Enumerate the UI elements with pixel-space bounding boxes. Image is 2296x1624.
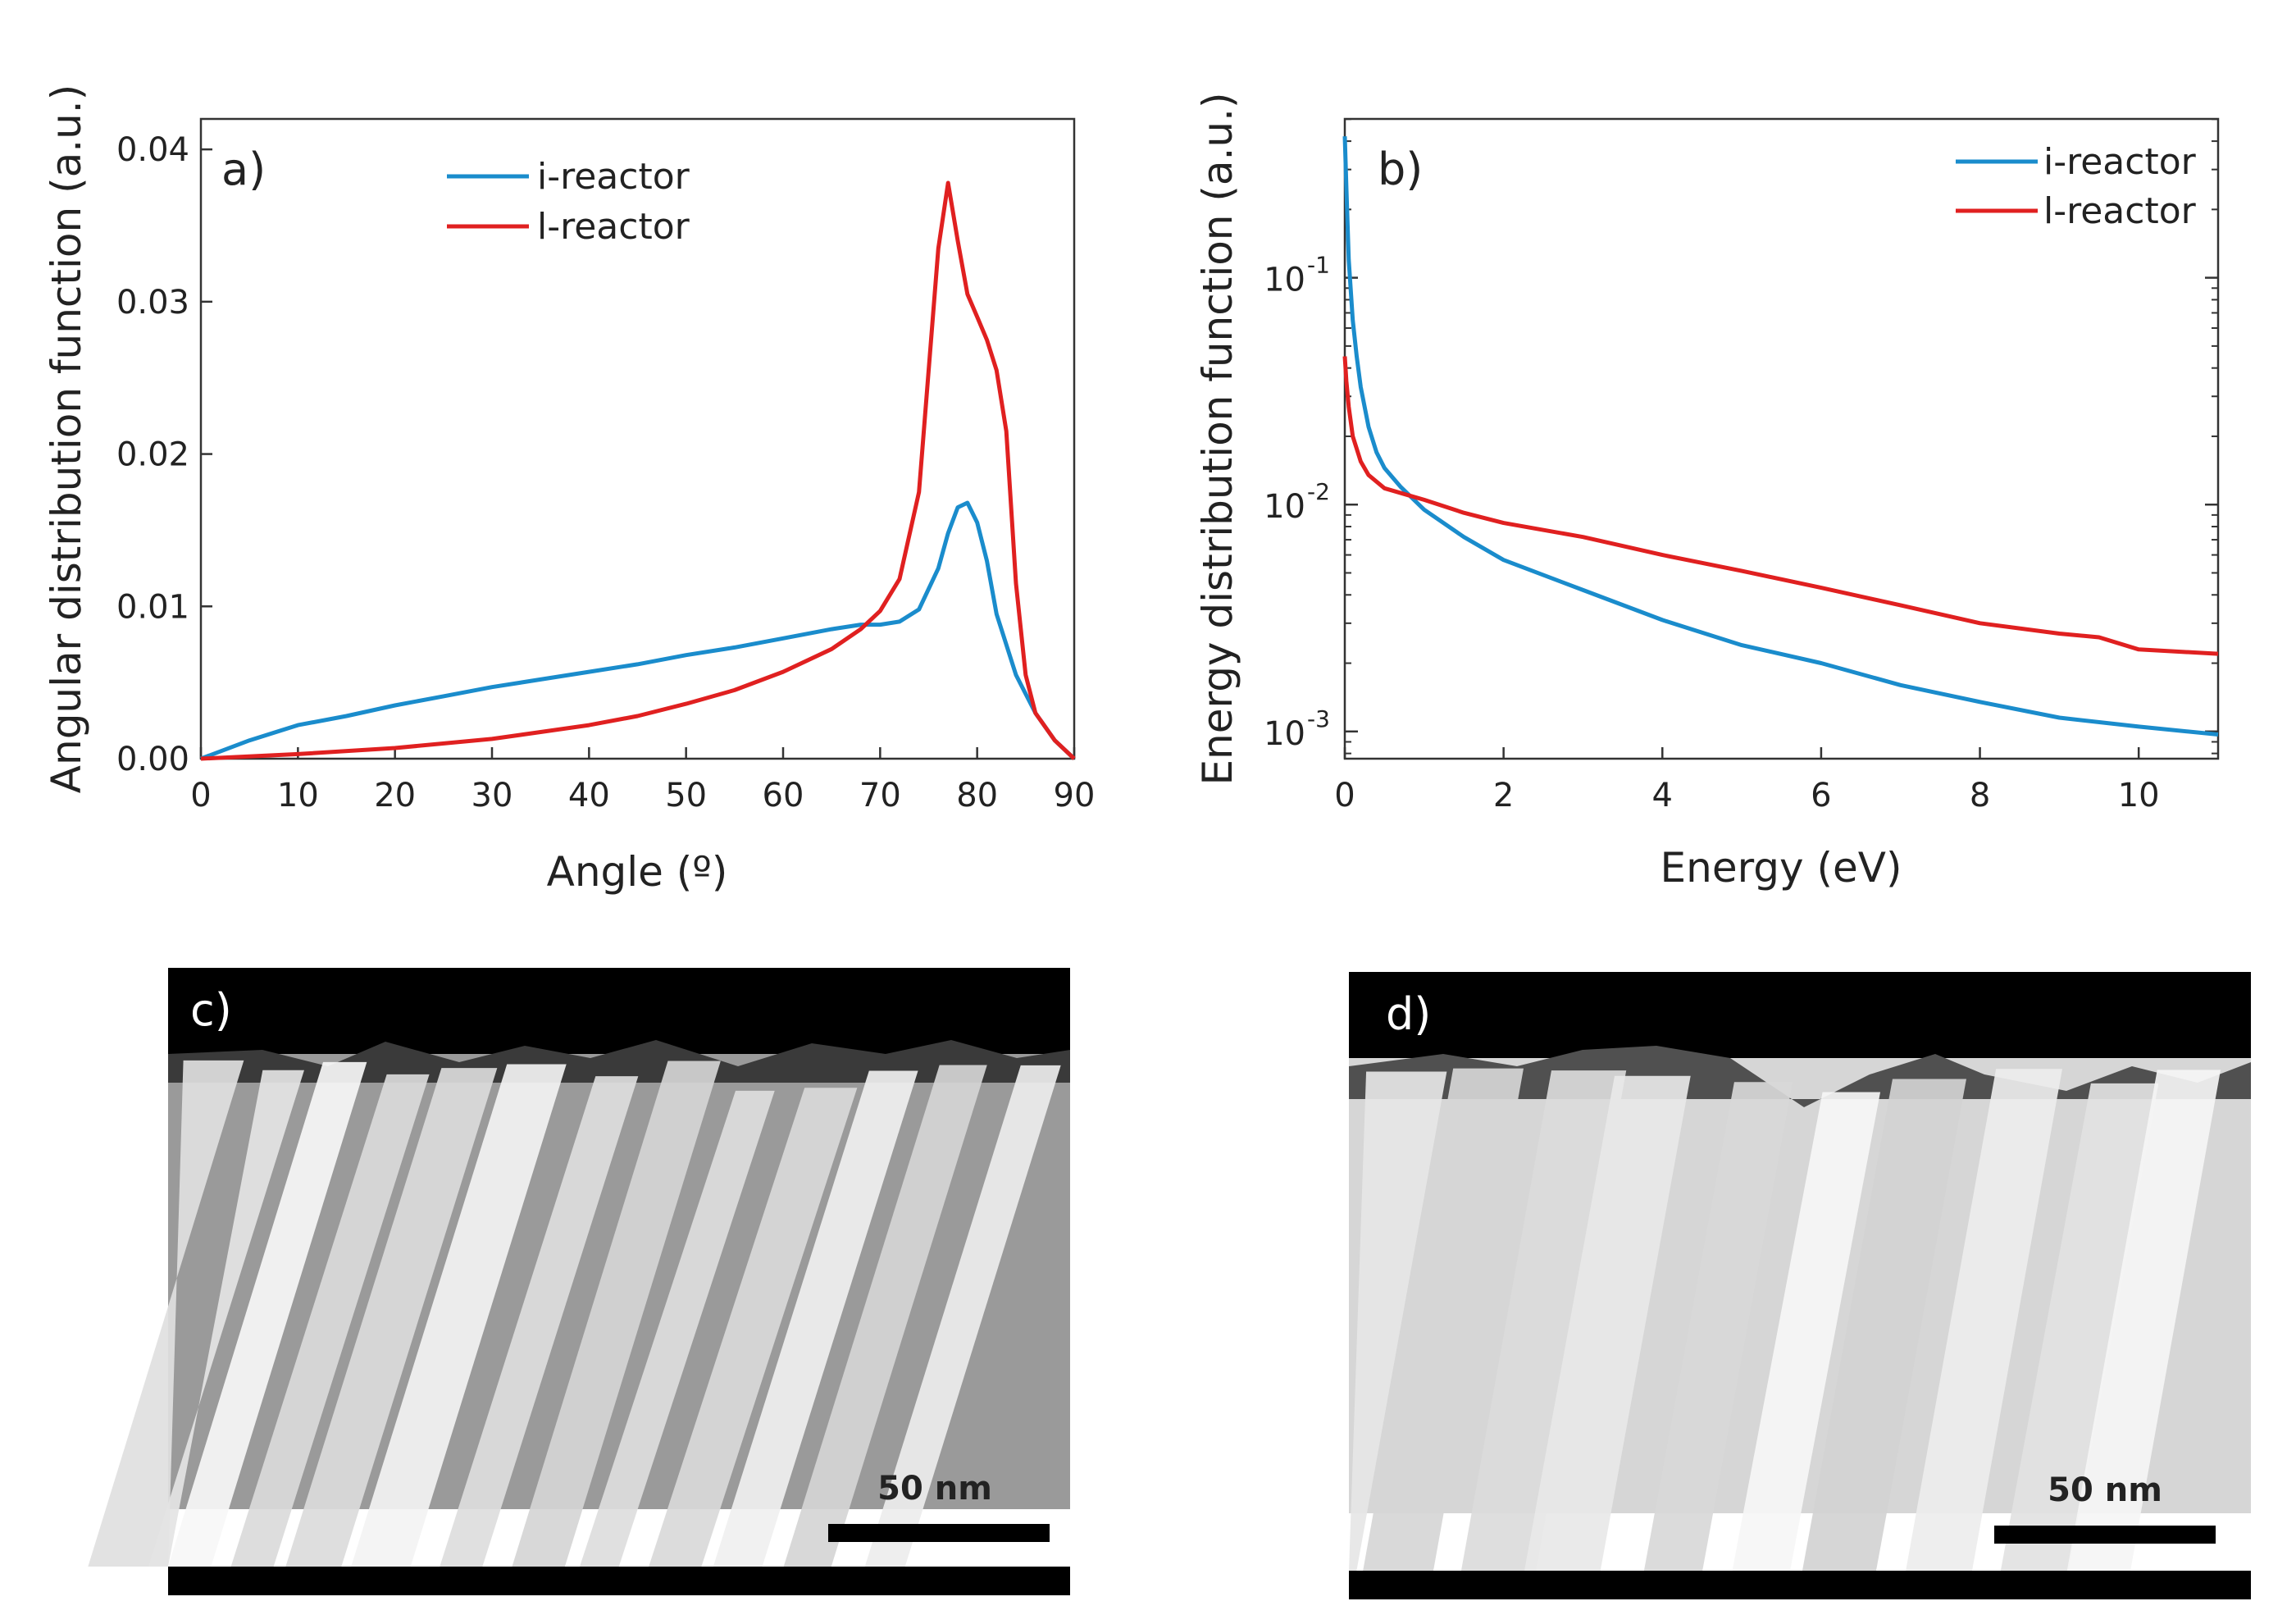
chart-b-panel-label: b): [1378, 144, 1423, 195]
chart-b-x-tick-label: 4: [1652, 777, 1673, 814]
chart-a-y-tick-label: 0.03: [116, 284, 189, 322]
panel-c-columns: [88, 1060, 1061, 1567]
grain-column: [168, 1061, 367, 1567]
chart-a-x-tick-label: 20: [374, 777, 416, 814]
grain-column: [440, 1076, 639, 1567]
chart-b-y-tick-label: 10: [1264, 715, 1305, 753]
chart-b-y-tick-exponent: -1: [1307, 252, 1330, 279]
chart-b-x-axis-label: Energy (eV): [1660, 844, 1902, 892]
panel-d-bottom-bar: [1349, 1571, 2251, 1599]
chart-a-legend-i-reactor: i-reactor: [537, 156, 690, 198]
chart-a-y-tick-label: 0.01: [116, 588, 189, 626]
chart-b-series: [1342, 136, 2219, 737]
panel-d-top-void: [1349, 972, 2251, 1058]
chart-a-x-tick-label: 30: [472, 777, 513, 814]
panel-d-label: d): [1386, 988, 1431, 1040]
grain-column: [88, 1060, 244, 1567]
grain-column: [864, 1065, 1061, 1567]
grain-column: [351, 1064, 567, 1567]
chart-b-x-tick-label: 6: [1811, 777, 1831, 814]
grain-column: [148, 1070, 304, 1567]
chart-a-ticks: 0 10 20 30 40 50 60 70 80 90 0.00 0.01 0.02 0.03 0.04: [116, 131, 1096, 814]
panel-c-microstructure-image: 50 nm c): [88, 968, 1070, 1595]
chart-b-x-tick-label: 8: [1970, 777, 1990, 814]
grain-column: [2066, 1070, 2221, 1571]
panel-c-dark-interface: [168, 1040, 1070, 1083]
chart-b-legend-i-reactor: i-reactor: [2043, 141, 2197, 183]
panel-c-scale-bar: [828, 1524, 1050, 1542]
chart-a-x-tick-label: 70: [859, 777, 901, 814]
grain-column: [579, 1090, 775, 1567]
grain-column: [512, 1061, 721, 1567]
chart-a-x-tick-label: 40: [568, 777, 610, 814]
chart-b-x-tick-label: 2: [1493, 777, 1514, 814]
chart-b-frame: [1343, 117, 2220, 760]
chart-a-series-i-reactor: [200, 500, 1076, 761]
chart-a-y-tick-label: 0.04: [116, 131, 189, 169]
chart-a-x-tick-label: 50: [665, 777, 707, 814]
chart-a-x-tick-label: 10: [277, 777, 319, 814]
grain-column: [1524, 1075, 1691, 1571]
panel-c-scale-label: 50 nm: [877, 1470, 992, 1508]
chart-b-legend-l-reactor: l-reactor: [2043, 190, 2197, 232]
chart-a-legend-l-reactor: l-reactor: [537, 206, 690, 248]
chart-a-legend: i-reactor l-reactor: [447, 156, 690, 248]
chart-b-y-axis-label: Energy distribution function (a.u.): [1194, 92, 1241, 785]
chart-a-angular-distribution: 0 10 20 30 40 50 60 70 80 900.000.010.020.030.04 …: [43, 84, 1095, 896]
grain-column: [649, 1088, 858, 1567]
panel-c-top-void: [168, 968, 1070, 1054]
chart-b-series-l-reactor: [1342, 356, 2219, 656]
grain-column: [285, 1068, 498, 1567]
chart-a-x-tick-label: 90: [1054, 777, 1096, 814]
panel-d-scale-bar: [1994, 1526, 2216, 1544]
grain-column: [1906, 1069, 2063, 1571]
chart-a-x-axis-label: Angle (º): [547, 848, 728, 896]
chart-a-x-tick-label: 80: [956, 777, 998, 814]
chart-b-y-tick-exponent: -2: [1307, 478, 1330, 505]
grain-column: [1363, 1068, 1524, 1571]
panel-c-label: c): [190, 984, 232, 1036]
grain-column: [1460, 1070, 1627, 1571]
chart-b-y-tick-exponent: -3: [1307, 705, 1330, 732]
chart-b-y-tick-label: 10: [1264, 262, 1305, 299]
chart-a-x-tick-label: 60: [763, 777, 804, 814]
grain-column: [783, 1065, 987, 1567]
chart-a-frame: [199, 117, 1076, 760]
chart-a-y-tick-label: 0.02: [116, 436, 189, 474]
chart-b-x-tick-label: 0: [1334, 777, 1355, 814]
chart-a-series-l-reactor: [200, 180, 1076, 761]
chart-b-x-tick-label: 10: [2118, 777, 2160, 814]
chart-a-series: [200, 180, 1076, 761]
panel-c-bottom-bar: [168, 1567, 1070, 1595]
grain-column: [2000, 1083, 2159, 1571]
chart-b-series-i-reactor: [1342, 136, 2219, 737]
chart-b-legend: i-reactor l-reactor: [1956, 141, 2197, 232]
grain-column: [1732, 1092, 1881, 1571]
grain-column: [713, 1070, 918, 1567]
chart-a-x-tick-label: 0: [190, 777, 211, 814]
panel-d-microstructure-image: 50 nm d): [1349, 972, 2251, 1599]
grain-column: [1802, 1079, 1966, 1571]
grain-column: [1643, 1082, 1793, 1571]
panel-d-columns: [1349, 1068, 2221, 1571]
grain-column: [230, 1074, 430, 1567]
chart-a-y-tick-label: 0.00: [116, 741, 189, 778]
chart-a-y-axis-label: Angular distribution function (a.u.): [43, 84, 90, 793]
chart-b-y-tick-label: 10: [1264, 488, 1305, 526]
panel-d-scale-label: 50 nm: [2048, 1471, 2162, 1509]
grain-column: [1349, 1071, 1447, 1571]
chart-a-panel-label: a): [221, 144, 266, 195]
